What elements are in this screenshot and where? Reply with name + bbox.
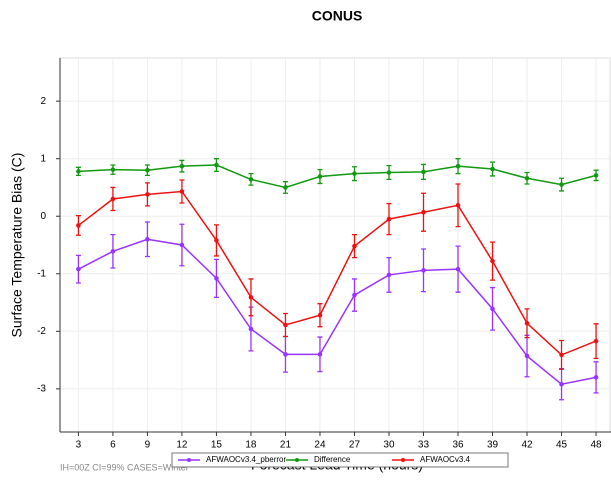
point [386,170,392,175]
point [559,381,564,387]
point [145,236,150,242]
legend-label: AFWAOCv3.4_pberror [206,455,287,464]
x-tick-label: 42 [521,440,533,451]
point [524,353,530,359]
y-axis-label: Surface Temperature Bias (C) [9,153,25,338]
point [524,175,530,181]
point [352,243,357,249]
x-tick-label: 15 [211,440,223,451]
point [145,167,150,173]
point [248,326,254,332]
legend-marker [295,458,299,462]
point [214,162,219,168]
y-tick-label: 1 [40,153,46,164]
point [352,171,357,176]
y-tick-label: -2 [37,326,46,337]
legend-marker [401,458,405,462]
point [593,375,599,380]
y-tick-label: 0 [40,211,46,222]
point [455,163,461,169]
x-tick-label: 30 [383,440,395,451]
x-tick-label: 27 [349,440,361,451]
x-tick-label: 39 [487,440,499,451]
point [559,182,564,187]
point [283,185,288,190]
point [455,202,461,208]
point [283,352,288,357]
point [179,163,185,169]
x-tick-label: 12 [176,440,188,451]
point [110,196,116,202]
point [490,306,495,312]
note: IH=00Z CI=99% CASES=Winter [60,462,189,472]
y-tick-label: -1 [37,268,46,279]
x-tick-label: 36 [452,440,464,451]
x-tick-label: 48 [590,440,602,451]
x-tick-label: 6 [110,440,116,451]
point [386,272,392,278]
point [145,192,150,197]
point [76,223,81,228]
point [317,174,323,179]
point [179,242,185,248]
point [455,266,461,272]
point [283,322,288,328]
legend-marker [187,458,191,462]
point [593,173,599,178]
chart-title: CONUS [312,8,363,24]
point [110,249,116,254]
point [317,352,323,357]
legend-label: Difference [314,455,351,464]
point [214,276,219,281]
x-tick-label: 24 [314,440,326,451]
series-line [78,238,597,386]
y-tick-label: -3 [37,383,46,394]
point [317,312,323,318]
point [421,268,426,273]
point [386,216,392,222]
point [248,295,254,300]
point [179,189,185,194]
x-tick-label: 3 [76,440,82,451]
legend-box [171,452,509,468]
point [76,169,81,174]
x-tick-label: 45 [556,440,568,451]
series-line [78,164,597,189]
legend-label: AFWAOCv3.4 [420,455,470,464]
point [352,292,357,298]
y-tick-label: 2 [40,96,46,107]
point [214,238,219,243]
point [524,320,530,326]
point [421,209,426,215]
point [248,177,254,182]
point [559,352,564,358]
x-tick-label: 18 [245,440,257,451]
x-tick-label: 9 [145,440,151,451]
point [490,258,495,264]
x-tick-label: 33 [418,440,430,451]
point [421,169,426,175]
point [593,338,599,344]
x-tick-label: 21 [280,440,292,451]
point [76,266,81,272]
series-line [77,190,597,356]
point [490,166,495,172]
point [110,167,116,172]
